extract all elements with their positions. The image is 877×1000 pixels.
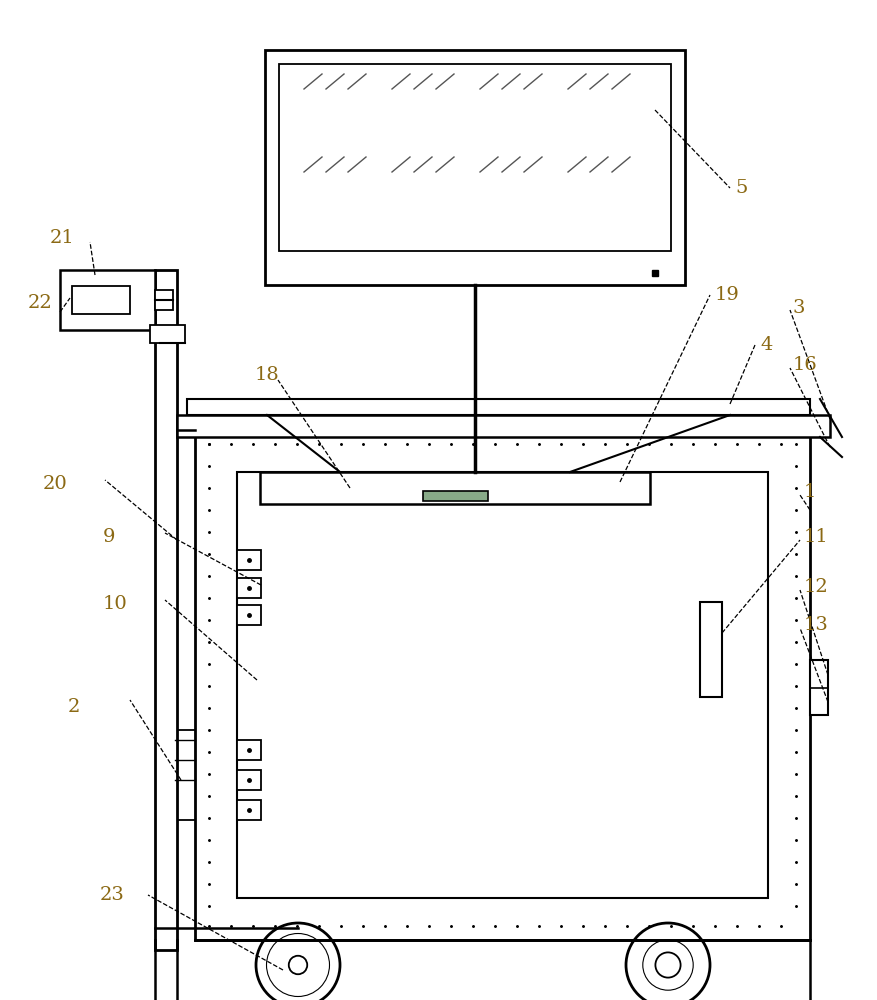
Text: 10: 10: [103, 595, 128, 613]
Bar: [700, 602, 722, 697]
Bar: [237, 740, 261, 760]
Text: 22: 22: [28, 294, 53, 312]
Bar: [237, 578, 261, 598]
Bar: [60, 270, 155, 330]
Text: 19: 19: [715, 286, 740, 304]
Bar: [810, 660, 828, 715]
Text: 2: 2: [68, 698, 81, 716]
Bar: [423, 491, 488, 501]
Bar: [260, 472, 650, 504]
Text: 13: 13: [804, 616, 829, 634]
Bar: [237, 550, 261, 570]
Text: 20: 20: [43, 475, 68, 493]
Bar: [177, 415, 830, 437]
Bar: [155, 270, 177, 950]
Bar: [72, 286, 130, 314]
Bar: [150, 325, 185, 343]
Bar: [237, 770, 261, 790]
Bar: [195, 430, 810, 940]
Bar: [237, 472, 768, 898]
Text: 11: 11: [804, 528, 829, 546]
Bar: [167, 730, 195, 820]
Text: 12: 12: [804, 578, 829, 596]
Text: 1: 1: [804, 483, 816, 501]
Text: 18: 18: [255, 366, 280, 384]
Bar: [237, 800, 261, 820]
Bar: [155, 290, 173, 310]
Text: 23: 23: [100, 886, 125, 904]
Bar: [265, 50, 685, 285]
Bar: [279, 64, 671, 251]
Text: 5: 5: [735, 179, 747, 197]
Bar: [237, 605, 261, 625]
Text: 3: 3: [793, 299, 805, 317]
Text: 4: 4: [760, 336, 773, 354]
Text: 16: 16: [793, 356, 817, 374]
Text: 9: 9: [103, 528, 116, 546]
Text: 21: 21: [50, 229, 75, 247]
Bar: [187, 399, 810, 415]
